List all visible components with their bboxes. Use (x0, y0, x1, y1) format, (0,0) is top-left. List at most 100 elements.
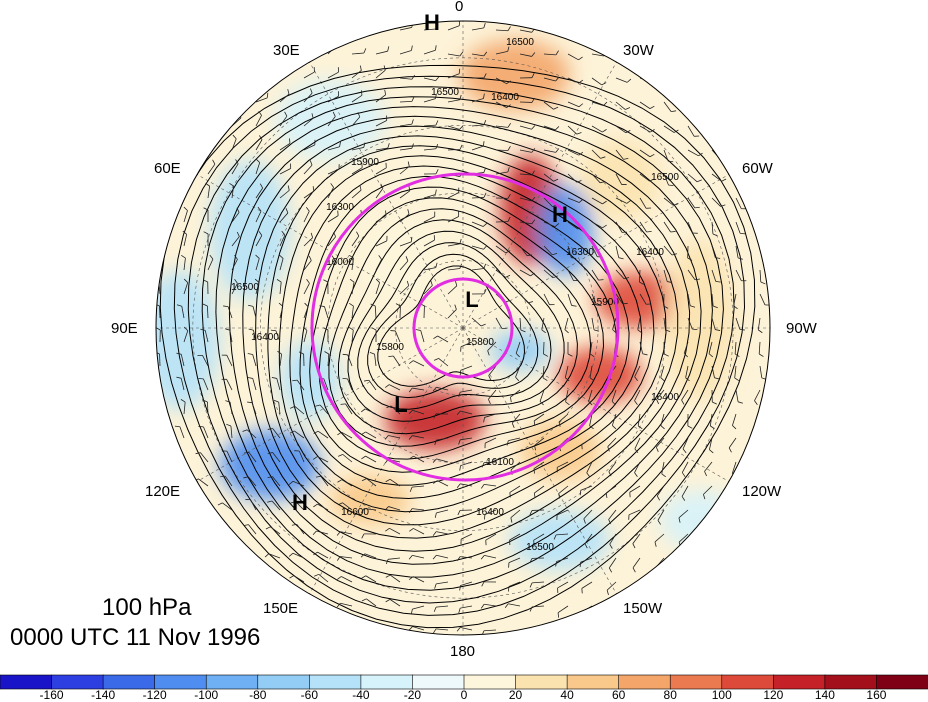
wind-barb (519, 125, 532, 130)
wind-barb-feather (432, 458, 437, 463)
wind-barb (615, 221, 623, 233)
wind-barb-feather (287, 89, 290, 95)
wind-barb-feather (634, 376, 638, 381)
wind-barb (351, 116, 361, 127)
wind-barb (412, 555, 425, 559)
wind-barb (412, 605, 425, 610)
wind-barb (708, 341, 713, 354)
wind-barb (413, 576, 425, 583)
wind-barb (681, 485, 689, 497)
wind-barb (375, 120, 387, 127)
wind-barb-feather (531, 148, 536, 153)
wind-barb (279, 258, 284, 271)
wind-barb (639, 221, 647, 233)
wind-barb-feather (667, 281, 673, 283)
wind-barb-feather (408, 387, 413, 393)
wind-barb (654, 533, 665, 543)
wind-barb-feather (687, 425, 693, 429)
wind-barb (591, 293, 597, 306)
height-contour (299, 175, 630, 486)
wind-barb (681, 461, 689, 473)
wind-barb (543, 197, 553, 207)
wind-barb (375, 188, 384, 199)
wind-barb-feather (459, 94, 462, 100)
wind-barb (564, 317, 569, 330)
wind-barb-feather (642, 353, 648, 356)
wind-barb (471, 197, 485, 199)
wind-barb-feather (529, 606, 533, 612)
wind-barb-feather (589, 377, 595, 382)
wind-barb-feather (267, 452, 273, 454)
wind-barb-feather (409, 576, 414, 580)
wind-barb-feather (650, 129, 655, 133)
wind-barb (663, 101, 672, 112)
wind-barb (303, 164, 313, 175)
wind-barb (327, 259, 335, 271)
wind-barb-feather (637, 329, 642, 334)
wind-barb (678, 509, 689, 519)
wind-barb-feather (433, 628, 437, 634)
wind-barb (564, 365, 569, 378)
wind-barb-feather (267, 476, 273, 479)
wind-barb (231, 186, 234, 199)
wind-barb (639, 101, 651, 109)
wind-barb (226, 379, 233, 391)
wind-barb-feather (656, 495, 661, 501)
wind-barb-feather (411, 119, 414, 125)
wind-barb (183, 210, 188, 223)
wind-barb (423, 98, 436, 103)
wind-barb-feather (529, 582, 533, 588)
wind-barb (611, 413, 617, 426)
wind-barb (656, 485, 665, 497)
wind-barb-feather (555, 561, 557, 567)
wind-barb (303, 283, 310, 295)
wind-barb (250, 499, 257, 511)
wind-barb-feather (601, 82, 607, 86)
wind-barb (342, 454, 353, 463)
wind-barb (508, 437, 521, 442)
wind-barb (488, 389, 497, 400)
wind-barb (657, 509, 665, 521)
wind-barb (303, 190, 315, 199)
height-contour (347, 230, 565, 422)
colorbar-swatch (876, 674, 928, 690)
wind-barb-feather (349, 254, 354, 259)
wind-barb (303, 330, 308, 343)
wind-barb (268, 553, 281, 559)
wind-barb-feather (361, 575, 366, 579)
wind-barb-feather (267, 500, 273, 503)
wind-barb (251, 402, 257, 415)
wind-barb-feather (363, 142, 366, 148)
wind-barb (591, 125, 603, 133)
wind-barb (298, 450, 305, 463)
wind-barb-feather (542, 377, 548, 381)
wind-barb (495, 125, 508, 128)
wind-barb (388, 435, 401, 439)
wind-barb (663, 197, 674, 206)
wind-barb-feather (632, 567, 636, 573)
wind-barb-feather (385, 210, 387, 216)
wind-barb (317, 503, 329, 511)
lon-label-150w: 150W (623, 600, 663, 617)
wind-barb (247, 476, 257, 487)
wind-barb (399, 100, 413, 103)
chart-level: 100 hPa (102, 594, 192, 621)
wind-barb-feather (258, 111, 262, 116)
wind-barb (222, 502, 233, 511)
wind-barb (159, 305, 161, 319)
wind-barb (246, 429, 257, 439)
wind-barb-feather (483, 167, 486, 173)
wind-barb (399, 285, 409, 295)
wind-barb (543, 101, 554, 110)
wind-barb-feather (363, 48, 367, 54)
wind-barb (588, 389, 593, 402)
wind-barb-feather (267, 428, 273, 430)
wind-barb (511, 413, 521, 424)
wind-barb-feather (236, 207, 240, 213)
wind-barb (436, 605, 449, 608)
wind-barb (519, 245, 528, 256)
height-contour (267, 145, 667, 526)
wind-barb (687, 221, 694, 234)
wind-barb-feather (579, 562, 582, 568)
wind-barb-feather (359, 65, 362, 71)
